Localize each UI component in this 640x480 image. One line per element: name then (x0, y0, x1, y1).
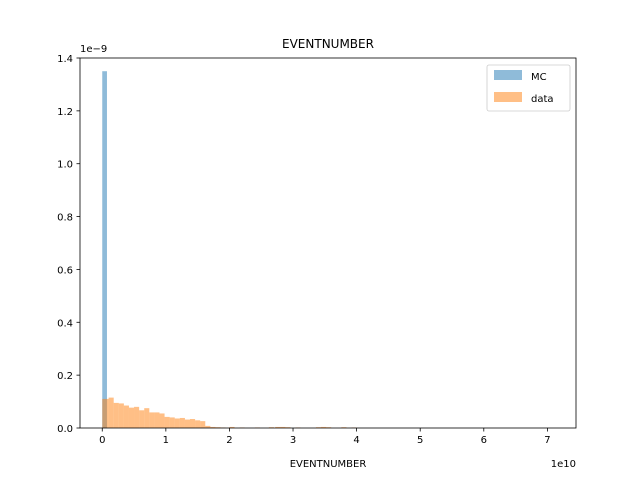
y-tick-label: 0.8 (57, 213, 73, 224)
x-tick-label: 1 (163, 435, 169, 446)
x-tick-label: 4 (353, 435, 359, 446)
histogram-bar (210, 426, 216, 428)
y-offset-text: 1e−9 (80, 44, 107, 55)
legend-swatch-data (494, 92, 522, 102)
x-offset-text: 1e10 (551, 459, 576, 470)
histogram-bar (149, 412, 155, 428)
y-axis: 0.0 0.2 0.4 0.6 0.8 1.0 1.2 1.4 (57, 54, 80, 435)
chart-title: EVENTNUMBER (282, 37, 374, 51)
x-axis: 0 1 2 3 4 5 6 7 (99, 428, 551, 446)
histogram-bar (144, 408, 150, 428)
histogram-bar (184, 419, 191, 428)
histogram-bar (280, 426, 286, 428)
legend-label-mc: MC (531, 72, 547, 83)
histogram-bar (205, 425, 211, 428)
histogram-bar (123, 405, 129, 428)
histogram-bar (154, 412, 160, 428)
histogram-bar (102, 71, 107, 428)
y-tick-label: 1.0 (57, 160, 73, 171)
legend-label-data: data (531, 94, 554, 105)
histogram-bar (159, 413, 165, 428)
x-axis-label: EVENTNUMBER (290, 459, 367, 470)
y-tick-label: 1.2 (57, 107, 73, 118)
x-tick-label: 2 (226, 435, 232, 446)
series-mc (102, 71, 107, 428)
x-tick-label: 0 (99, 435, 105, 446)
x-tick-label: 3 (290, 435, 296, 446)
plot-area (102, 71, 357, 428)
x-tick-label: 7 (544, 435, 550, 446)
histogram-bar (169, 417, 175, 428)
histogram-bar (179, 417, 185, 428)
y-tick-label: 0.6 (57, 265, 73, 276)
y-tick-label: 0.0 (57, 424, 73, 435)
series-data (102, 397, 357, 428)
y-tick-label: 0.4 (57, 318, 73, 329)
x-tick-label: 5 (417, 435, 423, 446)
legend: MC data (486, 64, 571, 112)
histogram-bar (113, 402, 119, 428)
y-tick-label: 0.2 (57, 371, 73, 382)
x-tick-label: 6 (481, 435, 487, 446)
histogram-bar (195, 420, 201, 428)
legend-swatch-mc (494, 70, 522, 80)
histogram-bar (108, 397, 114, 428)
y-tick-label: 1.4 (57, 54, 73, 65)
plot-frame (79, 57, 577, 429)
histogram-bar (190, 419, 196, 428)
histogram-bar (275, 426, 281, 428)
histogram-bar (200, 421, 206, 428)
histogram-bar (229, 426, 235, 428)
histogram-bar (174, 418, 180, 428)
histogram-bar (128, 407, 135, 428)
histogram-bar (118, 403, 124, 428)
histogram-bar (134, 406, 140, 428)
histogram-bar (139, 410, 145, 428)
histogram-bar (102, 398, 109, 428)
histogram-bar (164, 416, 170, 428)
histogram-bar (321, 426, 327, 428)
